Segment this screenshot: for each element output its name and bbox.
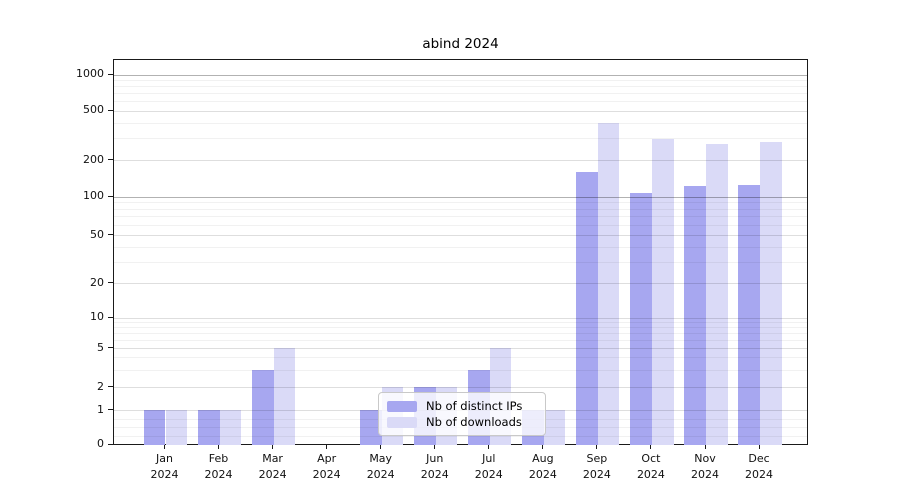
- legend-label-distinct-ips: Nb of distinct IPs: [426, 399, 523, 413]
- x-tick-label-jun: Jun 2024: [420, 452, 449, 481]
- bar-downloads-oct: [651, 139, 674, 445]
- y-tick-label-100: 100: [83, 189, 104, 202]
- bar-distinct-ips-sep: [576, 171, 598, 445]
- y-tick-label-1000: 1000: [76, 67, 104, 80]
- legend: Nb of distinct IPs Nb of downloads: [378, 392, 546, 436]
- x-tick-apr: [326, 445, 328, 449]
- x-tick-nov: [704, 445, 706, 449]
- x-tick-feb: [218, 445, 220, 449]
- x-tick-label-feb: Feb 2024: [204, 452, 233, 481]
- y-tick-0: [108, 443, 113, 445]
- legend-swatch-distinct-ips: [387, 400, 417, 412]
- y-tick-1000: [108, 73, 113, 75]
- chart-title: abind 2024: [422, 36, 499, 52]
- x-tick-label-oct: Oct 2024: [636, 452, 665, 481]
- bar-downloads-mar: [273, 348, 296, 445]
- bar-downloads-aug: [543, 410, 566, 445]
- x-tick-may: [380, 445, 382, 449]
- x-tick-label-dec: Dec 2024: [745, 452, 774, 481]
- legend-item-downloads: Nb of downloads: [387, 415, 537, 429]
- bar-distinct-ips-mar: [252, 369, 274, 445]
- bar-distinct-ips-may: [360, 410, 382, 445]
- bar-downloads-nov: [706, 143, 728, 445]
- y-tick-label-2: 2: [97, 379, 104, 393]
- y-tick-100: [108, 195, 113, 197]
- y-tick-500: [108, 109, 113, 111]
- x-tick-label-sep: Sep 2024: [582, 452, 611, 481]
- y-tick-label-200: 200: [83, 152, 104, 166]
- y-tick-2: [108, 386, 113, 387]
- legend-label-downloads: Nb of downloads: [426, 415, 522, 429]
- bar-downloads-sep: [597, 123, 620, 445]
- x-tick-label-nov: Nov 2024: [691, 452, 719, 481]
- x-tick-sep: [596, 445, 598, 449]
- x-tick-jun: [434, 445, 436, 449]
- x-tick-oct: [650, 445, 652, 449]
- y-tick-50: [108, 234, 113, 235]
- y-tick-1: [108, 409, 113, 410]
- y-tick-label-1: 1: [97, 402, 104, 416]
- plot-area: [113, 59, 808, 445]
- y-tick-label-5: 5: [97, 340, 104, 354]
- x-tick-label-apr: Apr 2024: [312, 452, 341, 481]
- bar-distinct-ips-feb: [197, 410, 220, 445]
- y-tick-label-500: 500: [83, 103, 104, 116]
- y-tick-label-50: 50: [90, 227, 104, 241]
- bar-downloads-jan: [165, 410, 188, 445]
- legend-item-distinct-ips: Nb of distinct IPs: [387, 399, 537, 413]
- y-tick-10: [108, 316, 113, 318]
- bar-distinct-ips-jan: [143, 410, 166, 445]
- x-tick-jan: [164, 445, 165, 449]
- legend-swatch-downloads: [387, 416, 417, 428]
- x-tick-dec: [758, 445, 760, 449]
- x-tick-label-may: May 2024: [366, 452, 395, 481]
- x-tick-label-mar: Mar 2024: [258, 452, 287, 481]
- x-tick-label-jul: Jul 2024: [474, 452, 503, 481]
- y-tick-5: [108, 347, 113, 348]
- y-tick-200: [108, 159, 113, 160]
- x-tick-label-aug: Aug 2024: [528, 452, 557, 481]
- x-tick-aug: [542, 445, 544, 449]
- x-tick-mar: [272, 445, 274, 449]
- y-tick-label-10: 10: [90, 310, 104, 323]
- y-tick-20: [108, 282, 113, 283]
- y-tick-label-0: 0: [97, 437, 104, 450]
- bar-downloads-dec: [760, 142, 782, 445]
- bar-distinct-ips-nov: [684, 186, 706, 445]
- x-tick-label-jan: Jan 2024: [150, 452, 179, 481]
- x-tick-jul: [488, 445, 490, 449]
- bars-layer: [114, 60, 807, 445]
- bar-distinct-ips-dec: [738, 185, 761, 445]
- bar-distinct-ips-oct: [630, 193, 652, 445]
- bar-downloads-feb: [219, 410, 242, 445]
- y-tick-label-20: 20: [90, 275, 104, 289]
